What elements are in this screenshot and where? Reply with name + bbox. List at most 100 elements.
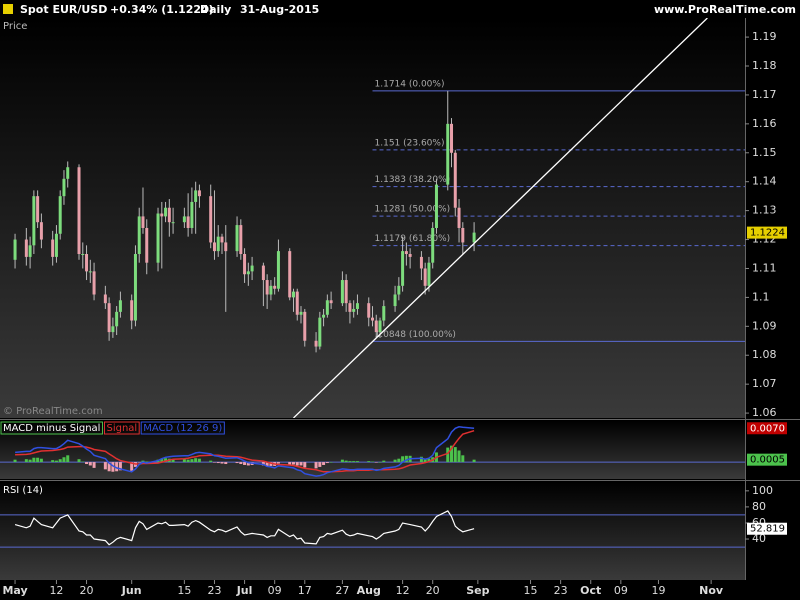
price-panel	[0, 18, 745, 418]
histogram-bar	[340, 459, 344, 463]
histogram-bar	[472, 459, 476, 463]
histogram-bar	[13, 459, 17, 463]
histogram-bar	[182, 459, 186, 463]
site: www.ProRealTime.com	[654, 3, 796, 16]
histogram-bar	[220, 462, 224, 464]
fib-label: 1.1714 (0.00%)	[375, 79, 445, 89]
histogram-bar	[423, 458, 427, 463]
candle-body	[160, 213, 164, 217]
candle-body	[28, 245, 32, 257]
histogram-bar	[352, 461, 356, 463]
macd-last-bg	[747, 422, 787, 435]
candle-body	[397, 285, 401, 295]
candle-body	[32, 196, 36, 246]
x-tick-label: 20	[426, 584, 440, 597]
date: 31-Aug-2015	[240, 3, 319, 16]
x-tick-label: Sep	[466, 584, 489, 597]
x-tick-label: 27	[335, 584, 349, 597]
histogram-bar	[269, 462, 273, 466]
histogram-bar	[265, 462, 269, 467]
candle-body	[408, 254, 412, 257]
candle-body	[216, 236, 220, 252]
candle-body	[291, 291, 295, 298]
candle-body	[393, 294, 397, 307]
histogram-bar	[62, 457, 66, 463]
histogram-bar	[171, 459, 175, 463]
fib-label: 1.1383 (38.20%)	[375, 175, 451, 185]
y-tick-label: 1.19	[752, 30, 777, 43]
histogram-bar	[314, 462, 318, 469]
histogram-bar	[51, 460, 55, 463]
y-tick-label: 1.07	[752, 377, 777, 390]
candle-body	[450, 123, 454, 153]
histogram-bar	[81, 461, 85, 463]
histogram-bar	[401, 456, 405, 463]
x-tick-label: 12	[49, 584, 63, 597]
histogram-bar	[371, 461, 374, 463]
x-tick-label: Aug	[357, 584, 381, 597]
candle-body	[352, 308, 356, 312]
legend-frame	[103, 421, 140, 435]
macd-line	[15, 429, 475, 473]
candle-body	[182, 216, 186, 223]
candle-body	[314, 340, 318, 347]
histogram-bar	[28, 459, 32, 463]
candle-body	[54, 233, 58, 257]
y-tick-label: 100	[752, 484, 773, 497]
candle-body	[404, 251, 408, 255]
y-tick-label: 1.17	[752, 88, 777, 101]
candle-body	[88, 271, 92, 273]
candle-body	[92, 271, 96, 295]
histogram-bar	[276, 462, 280, 464]
histogram-bar	[85, 462, 89, 465]
histogram-bar	[322, 462, 326, 465]
candle-body	[472, 232, 476, 243]
histogram-bar	[186, 459, 190, 463]
histogram-bar	[164, 458, 168, 463]
period: Daily	[200, 3, 231, 16]
y-tick-label: 1.18	[752, 59, 777, 72]
change: +0.34% (1.1224)	[110, 3, 214, 16]
x-tick-label: 23	[554, 584, 568, 597]
candle-body	[374, 320, 378, 333]
candle-body	[115, 311, 119, 327]
macd-last: 0.0070	[750, 423, 785, 434]
histogram-bar	[295, 462, 299, 466]
x-tick-label: 19	[651, 584, 665, 597]
candle-body	[276, 251, 280, 289]
histogram-bar	[291, 462, 295, 465]
histogram-bar	[239, 462, 243, 465]
histogram-bar	[145, 461, 149, 463]
histogram-bar	[209, 460, 213, 463]
x-tick-label: 23	[207, 584, 221, 597]
candle-body	[378, 320, 382, 333]
x-tick-label: 15	[177, 584, 191, 597]
histogram-bar	[24, 459, 28, 463]
plot-area: 1.1714 (0.00%) 1.151 (23.60%) 1.1383 (38.2…	[13, 18, 745, 418]
y-tick-label: 1.11	[752, 261, 777, 274]
candle-body	[423, 268, 427, 286]
candle-body	[111, 326, 115, 333]
candle-body	[81, 254, 85, 256]
candle-body	[453, 152, 457, 208]
candle-body	[145, 227, 149, 263]
rsi-last-bg	[747, 522, 787, 535]
histogram-bar	[397, 458, 401, 463]
candle-body	[329, 300, 333, 304]
watermark: © ProRealTime.com	[3, 406, 103, 417]
histogram-bar	[58, 459, 62, 463]
candle-body	[303, 311, 307, 341]
candle-body	[261, 265, 265, 281]
rsi-last: 52.819	[750, 524, 785, 535]
histogram-bar	[348, 461, 352, 463]
histogram-bar	[446, 447, 450, 463]
candle-body	[107, 303, 111, 333]
histogram-bar	[367, 461, 371, 463]
candle-body	[457, 207, 461, 228]
histogram-bar	[137, 462, 141, 463]
x-tick-label: Nov	[699, 584, 724, 597]
y-tick-label: 1.13	[752, 204, 777, 217]
candle-body	[156, 213, 160, 263]
y-tick-label: 1.08	[752, 348, 777, 361]
